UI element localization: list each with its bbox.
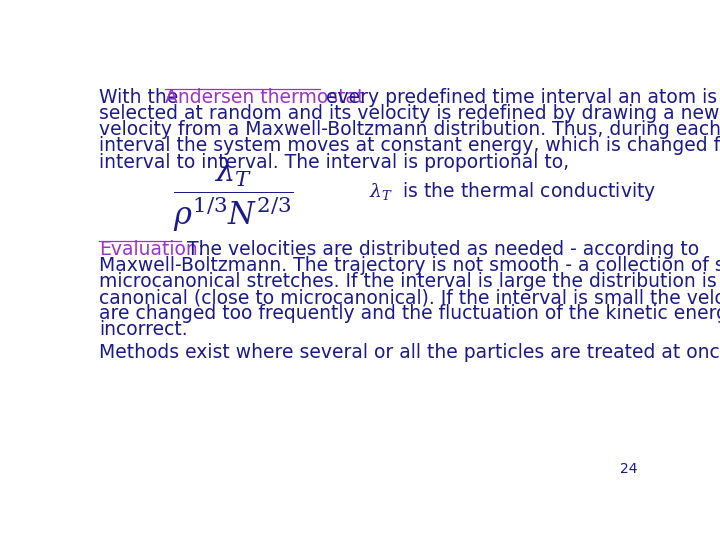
Text: 24: 24 bbox=[620, 462, 637, 476]
Text: Maxwell-Boltzmann. The trajectory is not smooth - a collection of short: Maxwell-Boltzmann. The trajectory is not… bbox=[99, 256, 720, 275]
Text: $\lambda_T$  is the thermal conductivity: $\lambda_T$ is the thermal conductivity bbox=[369, 180, 656, 202]
Text: microcanonical stretches. If the interval is large the distribution is not: microcanonical stretches. If the interva… bbox=[99, 272, 720, 291]
Text: interval the system moves at constant energy, which is changed from: interval the system moves at constant en… bbox=[99, 137, 720, 156]
Text: incorrect.: incorrect. bbox=[99, 320, 188, 340]
Text: With the: With the bbox=[99, 88, 184, 107]
Text: selected at random and its velocity is redefined by drawing a new: selected at random and its velocity is r… bbox=[99, 104, 720, 123]
Text: velocity from a Maxwell-Boltzmann distribution. Thus, during each: velocity from a Maxwell-Boltzmann distri… bbox=[99, 120, 720, 139]
Text: $\dfrac{\lambda_T}{\rho^{1/3} N^{2/3}}$: $\dfrac{\lambda_T}{\rho^{1/3} N^{2/3}}$ bbox=[173, 156, 294, 234]
Text: are changed too frequently and the fluctuation of the kinetic energy is: are changed too frequently and the fluct… bbox=[99, 304, 720, 323]
Text: canonical (close to microcanonical). If the interval is small the velocities: canonical (close to microcanonical). If … bbox=[99, 288, 720, 307]
Text: Evaluation:: Evaluation: bbox=[99, 240, 204, 259]
Text: Methods exist where several or all the particles are treated at once.: Methods exist where several or all the p… bbox=[99, 343, 720, 362]
Text: The velocities are distributed as needed - according to: The velocities are distributed as needed… bbox=[181, 240, 699, 259]
Text: every predefined time interval an atom is: every predefined time interval an atom i… bbox=[320, 88, 717, 107]
Text: Andersen thermostat: Andersen thermostat bbox=[166, 88, 365, 107]
Text: interval to interval. The interval is proportional to,: interval to interval. The interval is pr… bbox=[99, 153, 570, 172]
